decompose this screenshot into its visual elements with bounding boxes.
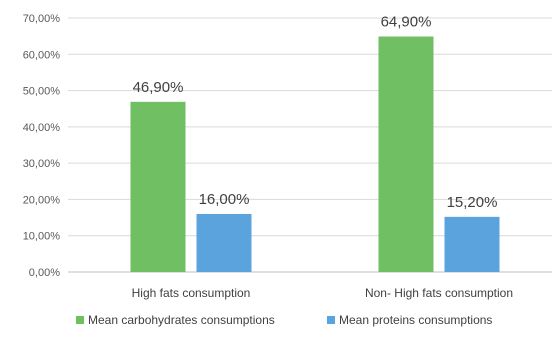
y-tick-label: 20,00% (23, 194, 61, 206)
data-label: 64,90% (381, 14, 432, 31)
y-tick-label: 30,00% (23, 158, 61, 170)
y-tick-label: 0,00% (29, 267, 60, 279)
x-tick-label: High fats consumption (132, 286, 251, 300)
legend-swatch (327, 316, 335, 324)
data-label: 16,00% (199, 191, 250, 208)
bar (378, 36, 434, 273)
y-tick-label: 50,00% (23, 86, 61, 98)
y-tick-label: 60,00% (23, 49, 61, 61)
legend-label: Mean carbohydrates consumptions (88, 313, 275, 327)
x-tick-label: Non- High fats consumption (365, 286, 513, 300)
legend-label: Mean proteins consumptions (339, 313, 492, 327)
bar (444, 216, 500, 272)
bar (196, 213, 252, 272)
data-label: 15,20% (447, 194, 498, 211)
y-tick-label: 40,00% (23, 122, 61, 134)
data-label: 46,90% (133, 79, 184, 96)
y-tick-label: 70,00% (23, 13, 61, 25)
bar (130, 101, 186, 272)
y-tick-label: 10,00% (23, 231, 61, 243)
legend-swatch (76, 316, 84, 324)
